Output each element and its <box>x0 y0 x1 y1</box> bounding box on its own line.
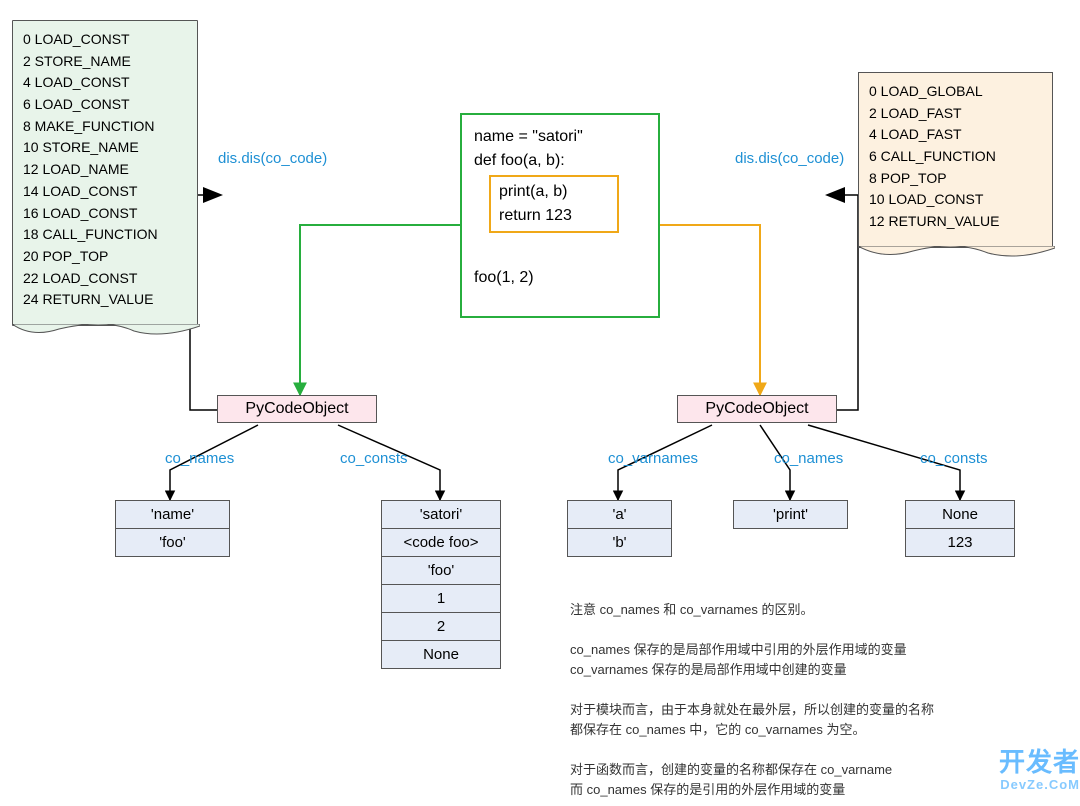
note-line: co_varnames 保存的是局部作用域中创建的变量 <box>570 660 847 681</box>
opcode-line: 8 MAKE_FUNCTION <box>23 116 187 138</box>
watermark-big: 开发者 <box>999 747 1080 777</box>
left-pycode-title: PyCodeObject <box>217 395 377 423</box>
co-consts-label-right: co_consts <box>920 450 988 467</box>
list-item: 'foo' <box>116 529 229 556</box>
right-pycode-title: PyCodeObject <box>677 395 837 423</box>
left-bytecode-box: 0 LOAD_CONST 2 STORE_NAME 4 LOAD_CONST 6… <box>12 20 198 326</box>
opcode-line: 0 LOAD_GLOBAL <box>869 81 1042 103</box>
opcode-line: 22 LOAD_CONST <box>23 268 187 290</box>
dis-label-right: dis.dis(co_code) <box>735 150 844 167</box>
co-names-label-left: co_names <box>165 450 234 467</box>
opcode-line: 4 LOAD_FAST <box>869 124 1042 146</box>
opcode-line: 2 STORE_NAME <box>23 51 187 73</box>
code-line: foo(1, 2) <box>474 266 646 290</box>
code-line: return 123 <box>499 204 609 228</box>
list-item: 2 <box>382 613 500 641</box>
list-item: 'name' <box>116 501 229 529</box>
note-line: 都保存在 co_names 中，它的 co_varnames 为空。 <box>570 720 865 741</box>
opcode-line: 10 STORE_NAME <box>23 137 187 159</box>
list-item: 'print' <box>734 501 847 528</box>
co-varnames-label: co_varnames <box>608 450 698 467</box>
code-line: print(a, b) <box>499 180 609 204</box>
opcode-line: 12 LOAD_NAME <box>23 159 187 181</box>
watermark: 开发者 DevZe.CoM <box>999 742 1080 791</box>
opcode-line: 2 LOAD_FAST <box>869 103 1042 125</box>
left-co-consts-list: 'satori' <code foo> 'foo' 1 2 None <box>381 500 501 669</box>
opcode-line: 0 LOAD_CONST <box>23 29 187 51</box>
opcode-line: 6 CALL_FUNCTION <box>869 146 1042 168</box>
watermark-small: DevZe.CoM <box>999 779 1080 791</box>
dis-label-left: dis.dis(co_code) <box>218 150 327 167</box>
right-co-names-list: 'print' <box>733 500 848 529</box>
code-line: def foo(a, b): <box>474 149 646 173</box>
right-co-varnames-list: 'a' 'b' <box>567 500 672 557</box>
note-line: 注意 co_names 和 co_varnames 的区别。 <box>570 600 813 621</box>
co-names-label-right: co_names <box>774 450 843 467</box>
list-item: 123 <box>906 529 1014 556</box>
right-co-consts-list: None 123 <box>905 500 1015 557</box>
list-item: 'satori' <box>382 501 500 529</box>
opcode-line: 14 LOAD_CONST <box>23 181 187 203</box>
opcode-line: 8 POP_TOP <box>869 168 1042 190</box>
left-co-names-list: 'name' 'foo' <box>115 500 230 557</box>
list-item: 'a' <box>568 501 671 529</box>
opcode-line: 24 RETURN_VALUE <box>23 289 187 311</box>
opcode-line: 16 LOAD_CONST <box>23 203 187 225</box>
list-item: 1 <box>382 585 500 613</box>
opcode-line: 18 CALL_FUNCTION <box>23 224 187 246</box>
opcode-line: 4 LOAD_CONST <box>23 72 187 94</box>
note-line: 对于函数而言，创建的变量的名称都保存在 co_varname <box>570 760 892 781</box>
co-consts-label-left: co_consts <box>340 450 408 467</box>
list-item: 'foo' <box>382 557 500 585</box>
note-line: 对于模块而言，由于本身就处在最外层，所以创建的变量的名称 <box>570 700 934 721</box>
list-item: <code foo> <box>382 529 500 557</box>
list-item: None <box>382 641 500 668</box>
list-item: None <box>906 501 1014 529</box>
opcode-line: 12 RETURN_VALUE <box>869 211 1042 233</box>
opcode-line: 10 LOAD_CONST <box>869 189 1042 211</box>
code-line: name = "satori" <box>474 125 646 149</box>
opcode-line: 6 LOAD_CONST <box>23 94 187 116</box>
right-bytecode-box: 0 LOAD_GLOBAL 2 LOAD_FAST 4 LOAD_FAST 6 … <box>858 72 1053 248</box>
list-item: 'b' <box>568 529 671 556</box>
note-line: 而 co_names 保存的是引用的外层作用域的变量 <box>570 780 845 801</box>
code-block-outer: name = "satori" def foo(a, b): print(a, … <box>460 113 660 318</box>
opcode-line: 20 POP_TOP <box>23 246 187 268</box>
note-line: co_names 保存的是局部作用域中引用的外层作用域的变量 <box>570 640 907 661</box>
code-block-inner: print(a, b) return 123 <box>489 175 619 233</box>
